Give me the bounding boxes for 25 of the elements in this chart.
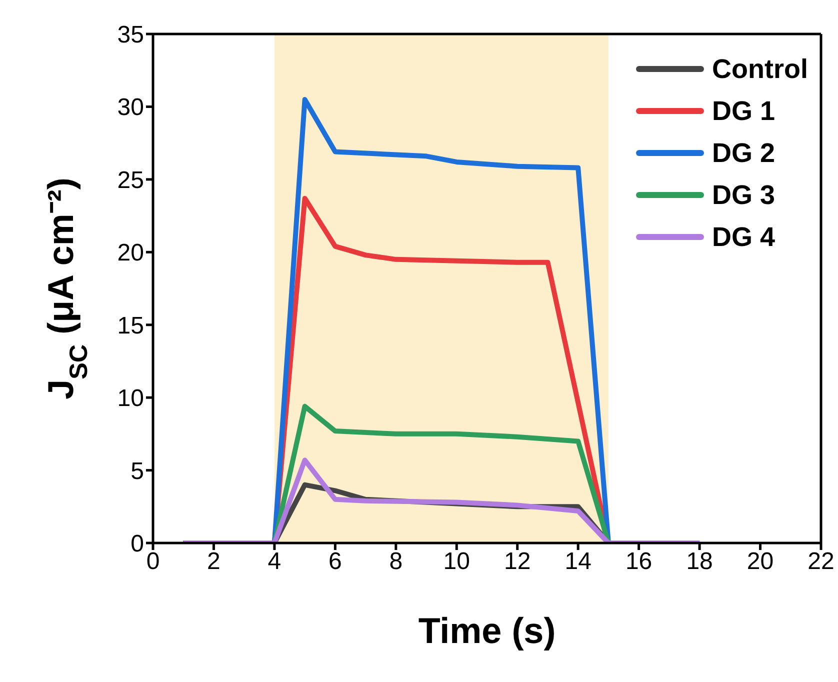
y-tick-label: 20	[117, 240, 144, 267]
x-tick-label: 6	[328, 548, 342, 576]
x-tick-label: 16	[625, 548, 652, 576]
x-tick-label: 8	[389, 548, 403, 576]
x-tick-label: 20	[746, 548, 774, 576]
x-tick-label: 22	[808, 548, 834, 576]
legend-label: DG 1	[711, 94, 776, 128]
x-axis-title: Time (s)	[418, 610, 556, 651]
legend-label: DG 2	[711, 136, 776, 170]
x-tick-label: 18	[686, 548, 713, 576]
x-tick-label: 14	[564, 548, 592, 576]
y-tick-label: 25	[117, 166, 144, 194]
x-tick-label: 2	[207, 548, 220, 576]
y-tick-label: 0	[130, 530, 144, 558]
y-tick-label: 30	[117, 94, 144, 122]
legend-label: DG 3	[711, 178, 776, 212]
x-tick-label: 12	[504, 548, 531, 576]
x-tick-label: 4	[268, 548, 282, 576]
legend-label: DG 4	[711, 220, 776, 254]
legend-label: Control	[711, 52, 808, 86]
y-tick-label: 10	[117, 385, 144, 412]
x-tick-label: 10	[443, 548, 470, 576]
y-tick-label: 35	[117, 22, 144, 49]
y-tick-label: 15	[117, 312, 144, 340]
y-tick-label: 5	[130, 458, 144, 485]
